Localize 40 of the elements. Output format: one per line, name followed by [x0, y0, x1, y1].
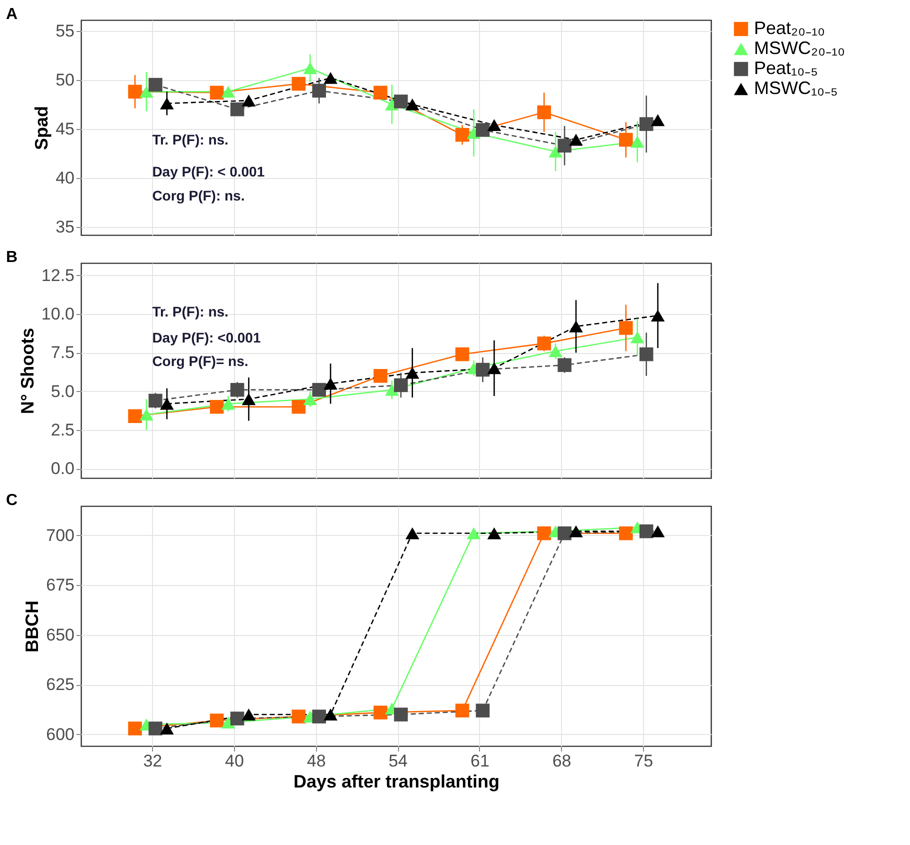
y-tick-label: 40 — [56, 168, 74, 188]
y-axis-title: BBCH — [22, 600, 42, 652]
legend-label: MSWC₁₀₋₅ — [754, 78, 838, 98]
y-tick-label: 35 — [56, 218, 74, 237]
x-axis-title: Days after transplanting — [293, 772, 500, 792]
y-tick-label: 50 — [56, 70, 74, 90]
y-tick-label: 675 — [46, 576, 74, 595]
y-tick-label: 12.5 — [41, 266, 74, 285]
x-tick-label: 75 — [634, 752, 654, 770]
annotation: Corg P(F): ns. — [152, 187, 245, 204]
annotation: Corg P(F)= ns. — [152, 352, 248, 369]
chart-title: C — [6, 492, 18, 509]
y-axis-title: N° Shoots — [17, 328, 38, 414]
x-tick-label: 48 — [306, 752, 326, 770]
y-tick-label: 55 — [56, 21, 74, 40]
x-tick-label: 68 — [552, 752, 572, 770]
y-tick-label: 600 — [46, 724, 74, 744]
chart-title: B — [6, 249, 18, 266]
y-tick-label: 0.0 — [50, 459, 74, 478]
chart-title: A — [6, 6, 18, 23]
annotation: Tr. P(F): ns. — [152, 303, 228, 320]
x-tick-label: 40 — [225, 752, 244, 770]
annotation: Tr. P(F): ns. — [152, 131, 228, 148]
y-tick-label: 625 — [46, 675, 74, 694]
x-tick-label: 32 — [143, 752, 162, 770]
x-tick-label: 54 — [388, 752, 408, 770]
legend-label: Peat₁₀₋₅ — [754, 58, 818, 78]
y-tick-label: 7.5 — [50, 343, 74, 362]
legend-label: MSWC₂₀₋₁₀ — [754, 38, 845, 58]
y-axis-title: Spad — [32, 106, 52, 150]
x-tick-label: 61 — [470, 752, 490, 770]
y-tick-label: 700 — [46, 526, 74, 545]
y-tick-label: 5.0 — [50, 382, 74, 401]
legend-label: Peat₂₀₋₁₀ — [754, 18, 826, 38]
y-tick-label: 10.0 — [41, 304, 74, 324]
y-tick-label: 45 — [56, 119, 74, 138]
annotation: Day P(F): < 0.001 — [152, 164, 265, 180]
y-tick-label: 650 — [46, 625, 74, 644]
y-tick-label: 2.5 — [50, 420, 74, 440]
annotation: Day P(F): <0.001 — [152, 329, 261, 346]
